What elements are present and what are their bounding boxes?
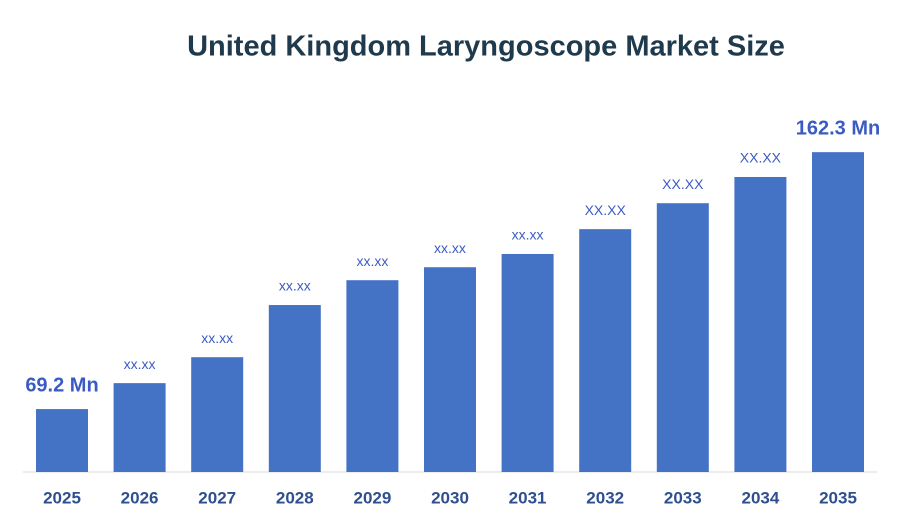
value-label: xx.xx — [279, 278, 311, 294]
value-label: XX.XX — [662, 176, 704, 192]
bar — [656, 203, 709, 472]
bar — [424, 267, 476, 472]
x-tick-label: 2029 — [353, 488, 391, 507]
bar — [734, 176, 787, 472]
value-label: 69.2 Mn — [25, 374, 98, 396]
value-label: XX.XX — [740, 150, 782, 166]
chart-title: United Kingdom Laryngoscope Market Size — [187, 31, 785, 63]
value-label: XX.XX — [585, 202, 627, 218]
x-tick-label: 2032 — [586, 488, 624, 507]
x-tick-label: 2028 — [276, 488, 314, 507]
x-tick-label: 2025 — [43, 488, 81, 507]
value-label: xx.xx — [434, 240, 466, 256]
bar — [346, 280, 399, 472]
value-label: xx.xx — [356, 253, 388, 269]
x-tick-label: 2027 — [198, 488, 236, 507]
value-label: xx.xx — [201, 330, 233, 346]
bar — [191, 357, 244, 472]
value-label: xx.xx — [512, 227, 544, 243]
bar — [268, 305, 321, 472]
value-label: xx.xx — [124, 356, 156, 372]
x-tick-label: 2035 — [819, 488, 857, 507]
x-tick-label: 2026 — [121, 488, 159, 507]
bar — [501, 253, 554, 472]
bar — [113, 383, 166, 472]
x-tick-label: 2033 — [664, 488, 702, 507]
x-tick-label: 2034 — [741, 488, 779, 507]
x-tick-label: 2031 — [509, 488, 547, 507]
value-label: 162.3 Mn — [796, 117, 880, 139]
bar — [36, 409, 88, 472]
bar — [579, 229, 632, 472]
x-tick-label: 2030 — [431, 488, 469, 507]
bar — [812, 152, 864, 472]
